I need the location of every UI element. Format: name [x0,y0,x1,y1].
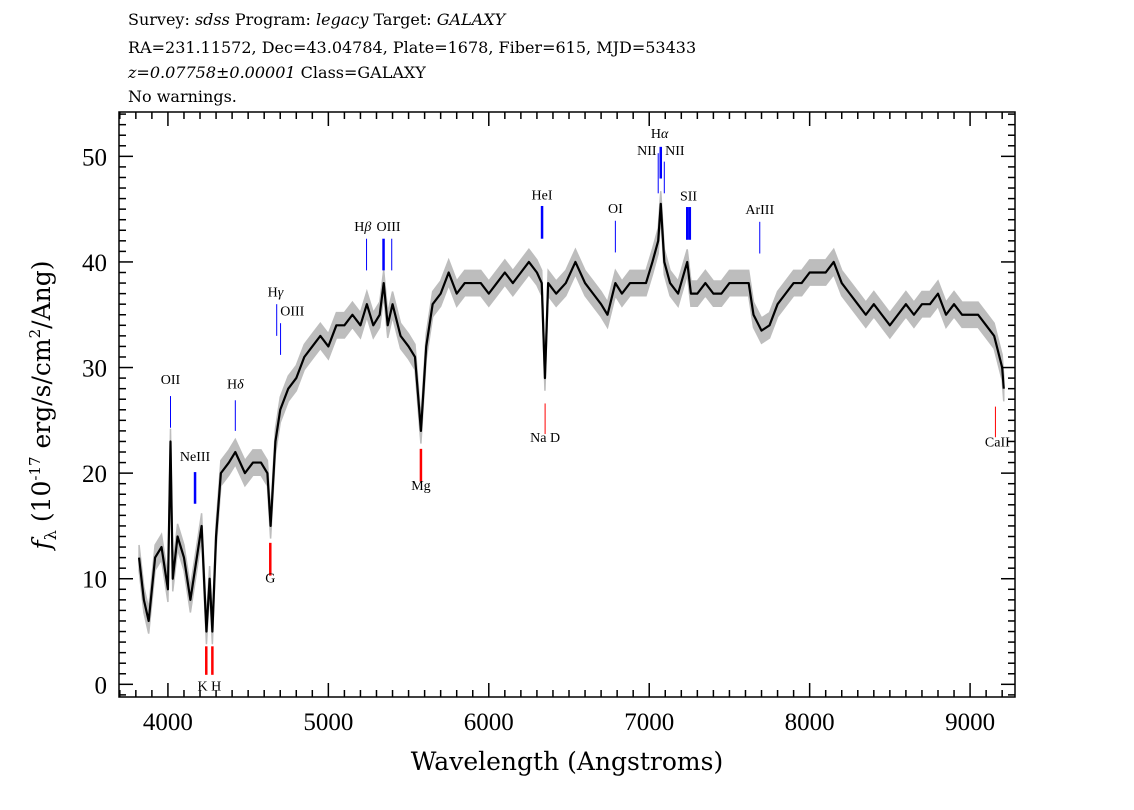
y-tick-label: 0 [95,672,108,699]
header-warnings: No warnings. [128,87,237,106]
x-tick-label: 4000 [143,709,193,736]
y-tick-label: 30 [82,356,107,383]
line-label: Hγ [268,286,284,301]
line-label: HeI [532,188,553,203]
y-axis-label: fλ (10-17 erg/s/cm2/Ang) [26,260,60,551]
plot-area: OII NeIII Hδ Hγ OIII Hβ OIII HeI OI NII Hα NII SII Ar… [82,111,1016,736]
plot-frame [118,111,1016,698]
x-tick-label: 7000 [624,709,674,736]
line-label: ArIII [745,203,774,218]
line-label: K H [197,679,221,694]
line-label: OI [608,202,623,217]
y-tick-label: 50 [82,144,107,171]
line-label: NeIII [180,450,211,465]
line-label: Mg [411,479,430,494]
error-band [138,191,1005,645]
x-tick-label: 9000 [945,709,995,736]
x-tick-label: 5000 [303,709,353,736]
line-label: CaII [985,435,1010,450]
line-label: SII [680,189,697,204]
y-tick-label: 20 [82,461,107,488]
header-coordinates: RA=231.11572, Dec=43.04784, Plate=1678, … [128,38,696,57]
line-label: Hα [651,127,669,142]
line-label: OIII [376,220,400,235]
line-label: OII [161,373,181,388]
x-tick-label: 6000 [464,709,514,736]
line-label: NII [637,144,657,159]
y-tick-label: 10 [82,567,107,594]
x-tick-label: 8000 [785,709,835,736]
y-tick-label: 40 [82,250,107,277]
line-label: Na D [530,431,560,446]
spectrum-line [137,202,1005,633]
header-survey: Survey: sdss Program: legacy Target: GAL… [128,10,507,29]
line-label: OIII [280,305,304,320]
x-axis-label: Wavelength (Angstroms) [411,747,723,776]
line-label: Hδ [227,377,244,392]
line-label: Hβ [354,220,371,235]
header-redshift: z=0.07758±0.00001 Class=GALAXY [127,63,426,82]
line-label: NII [665,144,685,159]
line-label: G [265,572,275,587]
